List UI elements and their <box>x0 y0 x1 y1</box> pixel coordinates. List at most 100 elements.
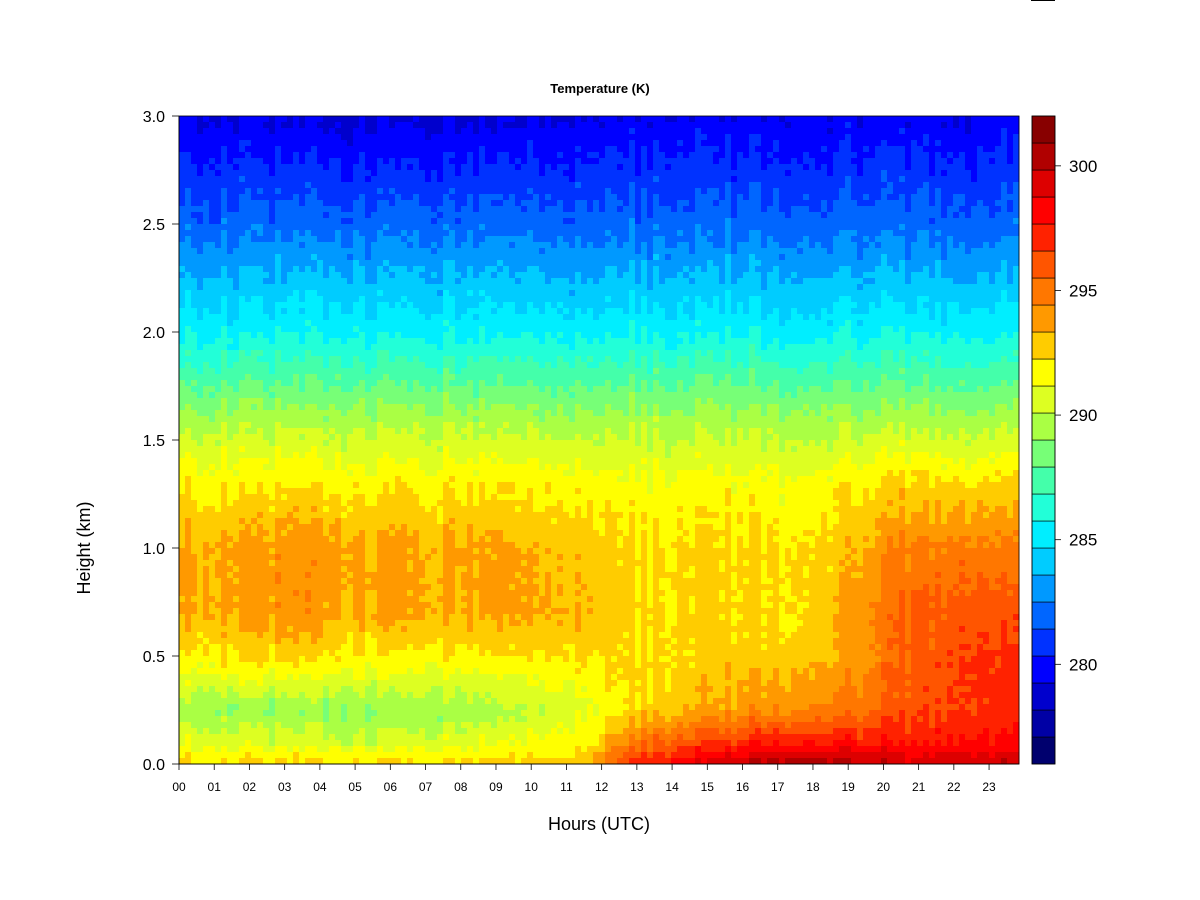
heat-cell <box>185 206 192 213</box>
heat-cell <box>257 650 264 657</box>
heat-cell <box>437 290 444 297</box>
heat-cell <box>251 290 258 297</box>
heat-cell <box>419 578 426 585</box>
heat-cell <box>353 746 360 753</box>
heat-cell <box>251 152 258 159</box>
heat-cell <box>377 608 384 615</box>
heat-cell <box>293 254 300 261</box>
heat-cell <box>305 584 312 591</box>
heat-cell <box>197 680 204 687</box>
heat-cell <box>299 254 306 261</box>
heat-cell <box>299 602 306 609</box>
heat-cell <box>185 506 192 513</box>
heat-cell <box>365 656 372 663</box>
heat-cell <box>317 260 324 267</box>
heat-cell <box>221 626 228 633</box>
heat-cell <box>425 644 432 651</box>
heat-cell <box>269 152 276 159</box>
heat-cell <box>389 614 396 621</box>
heat-cell <box>425 716 432 723</box>
heat-cell <box>365 320 372 327</box>
heat-cell <box>311 512 318 519</box>
heat-cell <box>359 242 366 249</box>
heat-cell <box>359 122 366 129</box>
heat-cell <box>425 422 432 429</box>
heat-cell <box>275 542 282 549</box>
heat-cell <box>245 284 252 291</box>
heat-cell <box>401 248 408 255</box>
heat-cell <box>275 560 282 567</box>
heat-cell <box>449 506 456 513</box>
heat-cell <box>281 626 288 633</box>
heat-cell <box>365 350 372 357</box>
heat-cell <box>389 632 396 639</box>
heat-cell <box>371 482 378 489</box>
heat-cell <box>209 698 216 705</box>
heat-cell <box>269 602 276 609</box>
heat-cell <box>389 752 396 759</box>
heat-cell <box>413 314 420 321</box>
heat-cell <box>227 518 234 525</box>
heat-cell <box>233 530 240 537</box>
heat-cell <box>389 380 396 387</box>
heat-cell <box>335 572 342 579</box>
heat-cell <box>401 590 408 597</box>
heat-cell <box>233 566 240 573</box>
heat-cell <box>197 128 204 135</box>
heat-cell <box>245 296 252 303</box>
heat-cell <box>275 596 282 603</box>
heat-cell <box>239 602 246 609</box>
heat-cell <box>407 152 414 159</box>
heat-cell <box>317 362 324 369</box>
heat-cell <box>191 566 198 573</box>
heat-cell <box>185 746 192 753</box>
heat-cell <box>329 578 336 585</box>
heat-cell <box>353 326 360 333</box>
heat-cell <box>371 248 378 255</box>
heat-cell <box>233 224 240 231</box>
heat-cell <box>443 440 450 447</box>
heat-cell <box>437 200 444 207</box>
heat-cell <box>437 452 444 459</box>
heat-cell <box>371 674 378 681</box>
heat-cell <box>389 122 396 129</box>
heat-cell <box>383 746 390 753</box>
heat-cell <box>449 536 456 543</box>
heat-cell <box>341 422 348 429</box>
heat-cell <box>203 128 210 135</box>
heat-cell <box>233 344 240 351</box>
heat-cell <box>239 314 246 321</box>
heat-cell <box>311 500 318 507</box>
heat-cell <box>299 572 306 579</box>
heat-cell <box>251 584 258 591</box>
heat-cell <box>347 722 354 729</box>
heat-cell <box>371 434 378 441</box>
heat-cell <box>341 686 348 693</box>
heat-cell <box>281 674 288 681</box>
heat-cell <box>329 170 336 177</box>
heat-cell <box>299 410 306 417</box>
heat-cell <box>371 254 378 261</box>
heat-cell <box>275 650 282 657</box>
heat-cell <box>317 548 324 555</box>
heat-cell <box>311 446 318 453</box>
heat-cell <box>281 512 288 519</box>
heat-cell <box>299 236 306 243</box>
heat-cell <box>431 728 438 735</box>
heat-cell <box>287 272 294 279</box>
heat-cell <box>365 602 372 609</box>
heat-cell <box>263 362 270 369</box>
heat-cell <box>431 392 438 399</box>
heat-cell <box>419 566 426 573</box>
heat-cell <box>335 266 342 273</box>
heat-cell <box>269 464 276 471</box>
heat-cell <box>299 596 306 603</box>
heat-cell <box>299 518 306 525</box>
heat-cell <box>239 446 246 453</box>
heat-cell <box>353 272 360 279</box>
heat-cell <box>323 278 330 285</box>
heat-cell <box>239 362 246 369</box>
heat-cell <box>239 158 246 165</box>
heat-cell <box>341 302 348 309</box>
heat-cell <box>215 482 222 489</box>
